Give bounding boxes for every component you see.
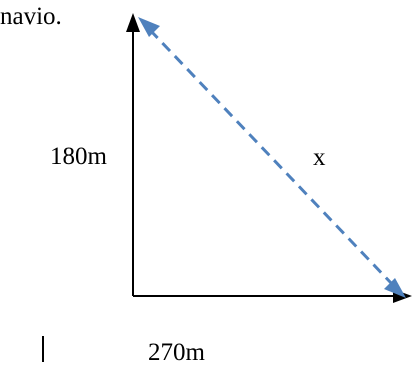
vertical-arrowhead-icon	[126, 13, 140, 32]
hypotenuse-bottom-arrowhead-icon	[384, 278, 406, 298]
hypotenuse-label: x	[313, 144, 326, 171]
text-cursor	[42, 336, 44, 362]
vertical-side-label: 180m	[50, 143, 107, 170]
hypotenuse-dashed-line	[148, 28, 394, 286]
hypotenuse-top-arrowhead-icon	[138, 17, 160, 37]
horizontal-side-label: 270m	[148, 339, 205, 366]
sentence-fragment: navio.	[0, 3, 62, 30]
